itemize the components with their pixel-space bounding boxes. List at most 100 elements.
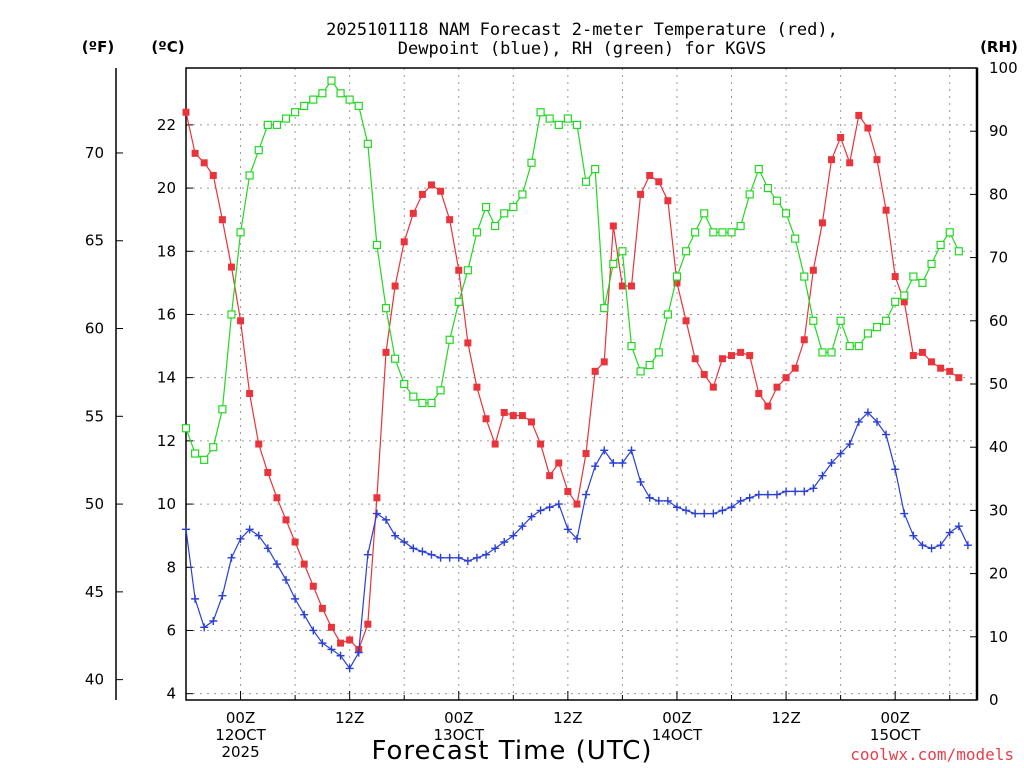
rh-tick-label: 30 (989, 501, 1008, 519)
series-temperature-point (327, 623, 335, 631)
series-rh-point (563, 114, 572, 123)
series-temperature-point (546, 472, 554, 480)
series-temperature-point (828, 156, 836, 164)
series-temperature-point (364, 620, 372, 628)
series-dewpoint-point (372, 509, 381, 518)
series-rh-point (927, 259, 936, 269)
rh-tick-label: 100 (989, 59, 1018, 77)
gridlines (186, 68, 977, 700)
series-rh-point (727, 228, 736, 237)
series-temperature-point (873, 156, 881, 164)
series-dewpoint-point (909, 531, 918, 540)
series-dewpoint-point (509, 531, 518, 540)
series-temperature-point (600, 358, 608, 366)
series-dewpoint-point (691, 509, 700, 518)
series-dewpoint-point (445, 553, 454, 562)
series-rh-point (409, 392, 418, 401)
series-dewpoint-point (218, 591, 227, 600)
series-dewpoint-point (800, 487, 809, 496)
series-temperature-point (527, 418, 535, 426)
series-dewpoint-point (282, 575, 291, 584)
series-dewpoint-point (882, 430, 891, 439)
rh-tick-label: 60 (989, 312, 1008, 330)
series-rh-point (691, 228, 700, 237)
series-temperature-point (764, 402, 772, 410)
rh-tick-label: 10 (989, 628, 1008, 646)
series-dewpoint-point (654, 496, 663, 505)
series-temperature-point (864, 124, 872, 132)
celsius-tick-label: 8 (166, 558, 176, 576)
series-temperature-point (427, 181, 435, 189)
series-dewpoint-point (518, 522, 527, 531)
series-rh-point (227, 310, 236, 319)
x-tick-label: 12OCT (215, 726, 266, 744)
series-temperature-point (928, 358, 936, 366)
series-temperature-point (346, 636, 354, 644)
series-dewpoint-point (845, 440, 854, 449)
series-temperature-point (437, 187, 445, 195)
series-rh-point (881, 316, 891, 325)
series-dewpoint-point (263, 544, 272, 553)
rh-tick-label: 70 (989, 249, 1008, 267)
series-dewpoint-point (963, 541, 972, 550)
series-rh-point (245, 171, 254, 180)
series-dewpoint-point (672, 503, 681, 512)
series-rh-point (718, 228, 727, 237)
celsius-tick-label: 22 (157, 116, 176, 134)
rh-tick-label: 20 (989, 565, 1008, 583)
series-rh-point (263, 120, 272, 129)
series-dewpoint-point (272, 560, 281, 569)
series-rh-point (836, 316, 845, 325)
series-dewpoint-point (872, 417, 881, 426)
rh-tick-label: 90 (989, 122, 1008, 140)
series-temperature-point (518, 412, 526, 420)
series-temperature-point (564, 487, 572, 495)
series-temperature-point (900, 298, 908, 306)
celsius-tick-label: 12 (157, 432, 176, 450)
series-temperature-point (782, 374, 790, 382)
series-dewpoint-point (918, 541, 927, 550)
series-dewpoint-point (727, 503, 736, 512)
series-temperature-point (273, 494, 281, 502)
series-dewpoint-point (345, 664, 354, 673)
series-temperature-point (237, 317, 245, 325)
series-temperature-point (809, 266, 817, 274)
series-dewpoint-point (436, 553, 445, 562)
series-temperature-point (400, 238, 408, 246)
series-rh-point (363, 139, 372, 148)
series-temperature-point (500, 408, 508, 416)
series-rh-point (891, 297, 900, 306)
x-tick-label: 00Z (226, 709, 255, 727)
series-rh-point (672, 272, 682, 281)
series-dewpoint-point (254, 531, 263, 540)
series-dewpoint-point (782, 487, 791, 496)
series-temperature-point (473, 383, 481, 391)
series-temperature-point (691, 355, 699, 363)
series-rh-point (954, 247, 963, 256)
series-rh-point (254, 146, 263, 155)
celsius-tick-label: 20 (157, 179, 176, 197)
series-temperature-point (800, 336, 808, 344)
series-rh-point (481, 202, 491, 212)
series-rh-point (936, 240, 945, 250)
series-dewpoint-point (736, 496, 745, 505)
celsius-tick-label: 6 (166, 621, 176, 639)
series-dewpoint-point (227, 553, 236, 562)
series-dewpoint-point (454, 553, 463, 562)
series-rh-point (872, 323, 882, 332)
series-temperature-point (191, 149, 199, 157)
series-temperature-point (673, 279, 681, 287)
series-temperature-point (700, 371, 708, 379)
series-rh-point (945, 228, 954, 237)
chart-title-line1: 2025101118 NAM Forecast 2-meter Temperat… (326, 20, 838, 40)
celsius-tick-label: 18 (157, 242, 176, 260)
series-temperature-point (837, 134, 845, 142)
series-dewpoint-point (336, 651, 345, 660)
series-temperature-point (318, 604, 326, 612)
series-dewpoint-point (645, 493, 654, 502)
series-dewpoint-point (609, 459, 618, 467)
series-dewpoint-point (854, 417, 863, 426)
series-rh-point (591, 165, 600, 174)
series-temperature-point (646, 171, 654, 179)
